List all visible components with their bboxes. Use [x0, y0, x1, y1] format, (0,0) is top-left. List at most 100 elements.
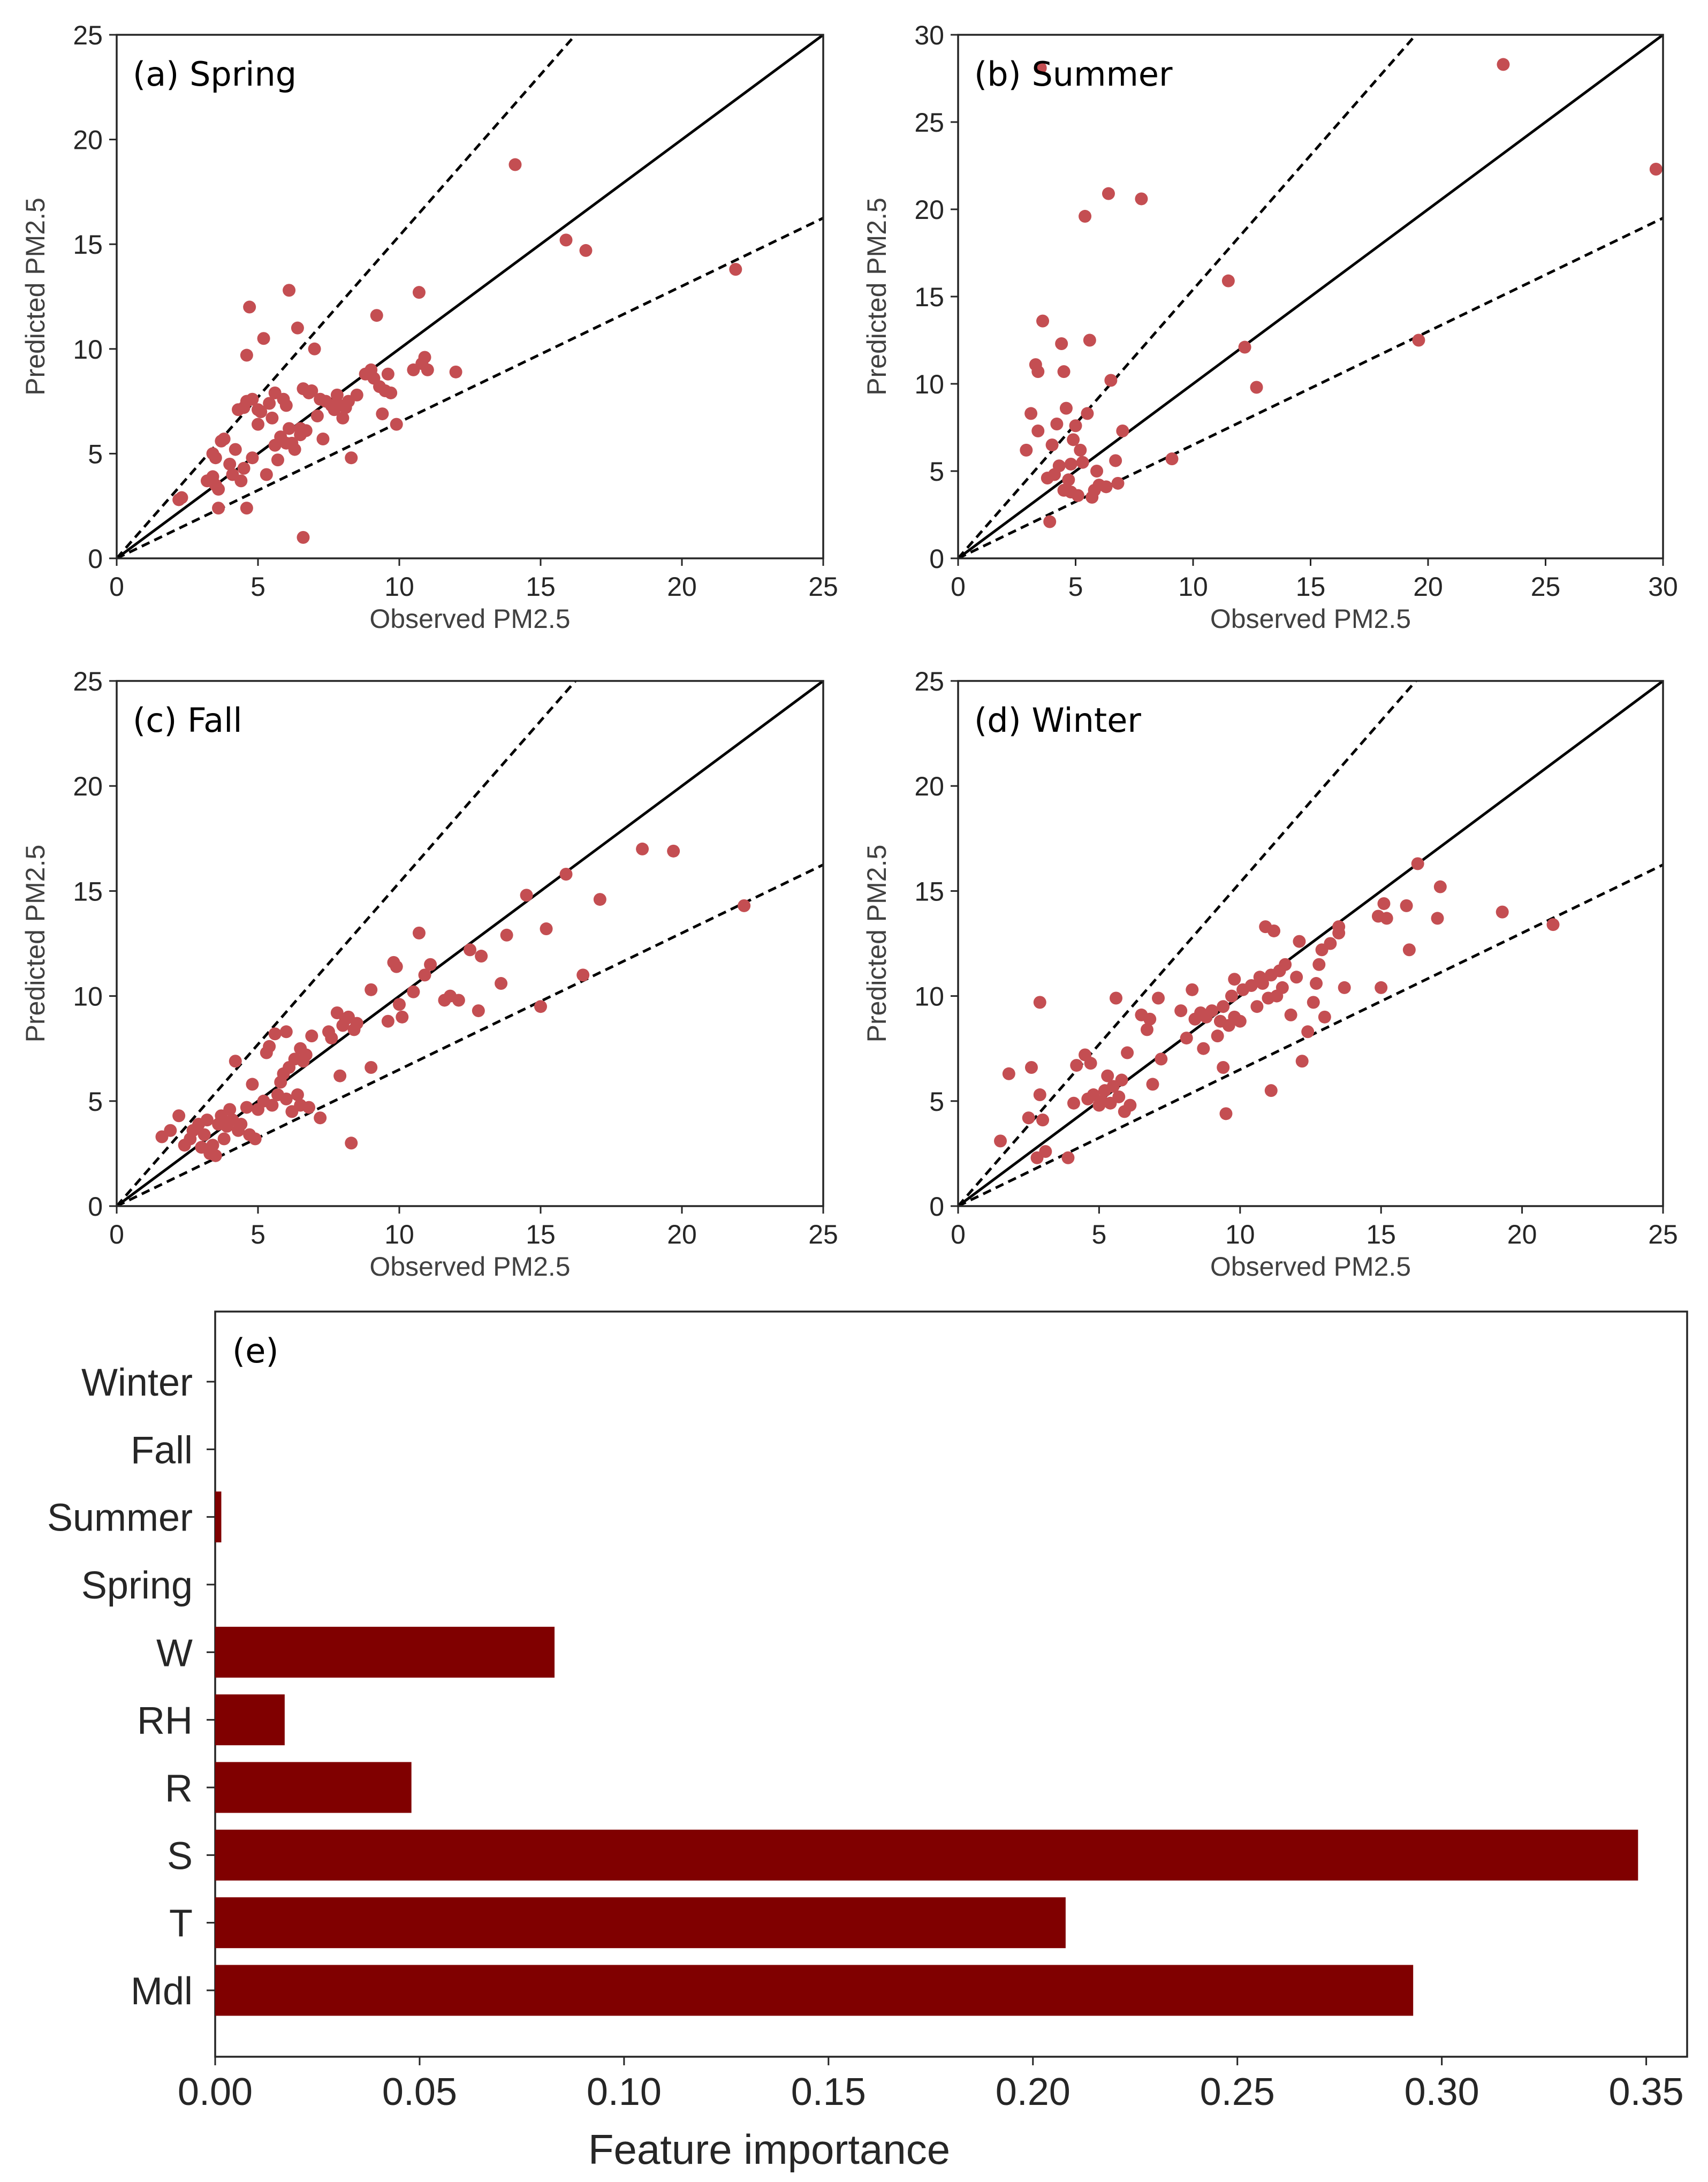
- data-point: [1022, 1111, 1035, 1125]
- data-point: [1290, 971, 1303, 984]
- data-point: [1433, 880, 1447, 893]
- data-point: [1115, 1073, 1128, 1087]
- data-point: [396, 1010, 409, 1024]
- data-point: [175, 491, 188, 504]
- data-point: [279, 1092, 293, 1105]
- data-point: [212, 502, 225, 515]
- x-tick-label: 0.35: [1609, 2071, 1684, 2113]
- data-point: [1112, 1090, 1126, 1103]
- y-axis-label: Predicted PM2.5: [20, 845, 50, 1043]
- data-point: [1295, 1055, 1309, 1068]
- x-tick-label: 15: [1366, 1219, 1396, 1249]
- data-point: [240, 502, 253, 515]
- data-point: [209, 451, 222, 465]
- dashed-bound-line: [117, 863, 823, 1206]
- data-point: [1024, 1061, 1038, 1074]
- data-point: [299, 424, 313, 437]
- data-point: [198, 1128, 211, 1141]
- data-point: [1039, 1145, 1052, 1158]
- x-tick-label: 10: [1178, 572, 1208, 602]
- category-label: Winter: [81, 1361, 193, 1404]
- data-point: [495, 977, 508, 990]
- data-point: [365, 1061, 378, 1074]
- data-point: [1050, 417, 1064, 430]
- category-label: Spring: [81, 1564, 193, 1607]
- data-point: [1090, 465, 1104, 478]
- panel-title: (d) Winter: [974, 701, 1141, 740]
- y-axis-label: Predicted PM2.5: [20, 198, 50, 396]
- y-tick-label: 25: [73, 666, 103, 696]
- data-point: [305, 1029, 318, 1043]
- data-point: [424, 958, 437, 971]
- bar-mdl: [215, 1965, 1414, 2016]
- panel-title: (c) Fall: [133, 701, 242, 740]
- data-point: [283, 422, 296, 435]
- scatter-panel-spring: 0 5 10 15 20 25 0 5 10 15 20 25 Observed PM2.5 Predic…: [20, 20, 838, 634]
- data-point: [1307, 996, 1320, 1009]
- data-point: [200, 1113, 214, 1127]
- data-point: [1140, 1023, 1153, 1036]
- data-point: [1312, 958, 1326, 971]
- data-point: [229, 443, 242, 456]
- data-point: [1043, 515, 1057, 528]
- x-tick-label: 0: [109, 572, 124, 602]
- data-point: [1186, 983, 1199, 996]
- data-point: [263, 1040, 276, 1053]
- data-point: [1067, 1096, 1080, 1110]
- data-point: [421, 363, 434, 376]
- data-point: [1024, 407, 1038, 420]
- scatter-panel-summer: 0 5 10 15 20 25 30 0 5 10 15 20 25 30 Observed PM2.5 Pr…: [862, 20, 1678, 634]
- data-point: [1061, 1151, 1075, 1164]
- data-point: [1102, 187, 1115, 200]
- y-tick-label: 25: [914, 108, 944, 138]
- y-axis-label: Predicted PM2.5: [862, 198, 892, 396]
- dashed-bound-line: [958, 35, 1418, 558]
- category-label: RH: [137, 1700, 193, 1742]
- x-tick-label: 25: [808, 1219, 838, 1249]
- data-point: [1301, 1025, 1315, 1039]
- data-point: [407, 985, 420, 998]
- panel-title: (b) Summer: [974, 55, 1173, 94]
- feature-importance-panel: Winter Fall Summer Spring W RH RST Mdl 0.00 0.05 0…: [47, 1310, 1688, 2173]
- y-tick-label: 0: [929, 544, 944, 574]
- x-tick-label: 0.30: [1405, 2071, 1479, 2113]
- x-axis-label: Observed PM2.5: [1210, 604, 1411, 634]
- data-point: [1332, 920, 1346, 934]
- data-point: [1135, 192, 1148, 206]
- category-label: W: [156, 1632, 193, 1675]
- x-tick-label: 20: [667, 572, 697, 602]
- data-point: [729, 263, 742, 276]
- data-point: [365, 983, 378, 996]
- data-point: [305, 384, 318, 398]
- data-point: [1071, 489, 1084, 502]
- y-tick-label: 20: [73, 771, 103, 801]
- data-point: [1059, 401, 1073, 415]
- data-point: [1036, 314, 1050, 328]
- data-point: [310, 409, 324, 422]
- data-point: [316, 433, 330, 446]
- y-tick-label: 25: [73, 20, 103, 50]
- data-point: [1284, 1008, 1297, 1021]
- data-point: [1002, 1067, 1015, 1080]
- y-tick-label: 15: [73, 876, 103, 906]
- data-point: [667, 844, 680, 858]
- reference-lines: [958, 35, 1663, 558]
- x-tick-label: 0: [109, 1219, 124, 1249]
- data-point: [1256, 977, 1269, 990]
- data-point: [393, 998, 406, 1011]
- bar-r: [215, 1762, 412, 1813]
- data-point: [1034, 61, 1047, 74]
- data-point: [1155, 1052, 1168, 1066]
- data-point: [559, 233, 573, 247]
- y-tick-label: 0: [929, 1192, 944, 1222]
- data-point: [593, 893, 606, 906]
- data-point: [1121, 1046, 1134, 1059]
- data-points: [1020, 58, 1663, 528]
- x-tick-label: 0.05: [382, 2071, 457, 2113]
- data-point: [1174, 1004, 1188, 1018]
- data-point: [738, 899, 751, 912]
- dashed-bound-line: [117, 35, 578, 558]
- data-point: [223, 1103, 237, 1116]
- data-point: [271, 453, 284, 467]
- data-point: [1180, 1032, 1193, 1045]
